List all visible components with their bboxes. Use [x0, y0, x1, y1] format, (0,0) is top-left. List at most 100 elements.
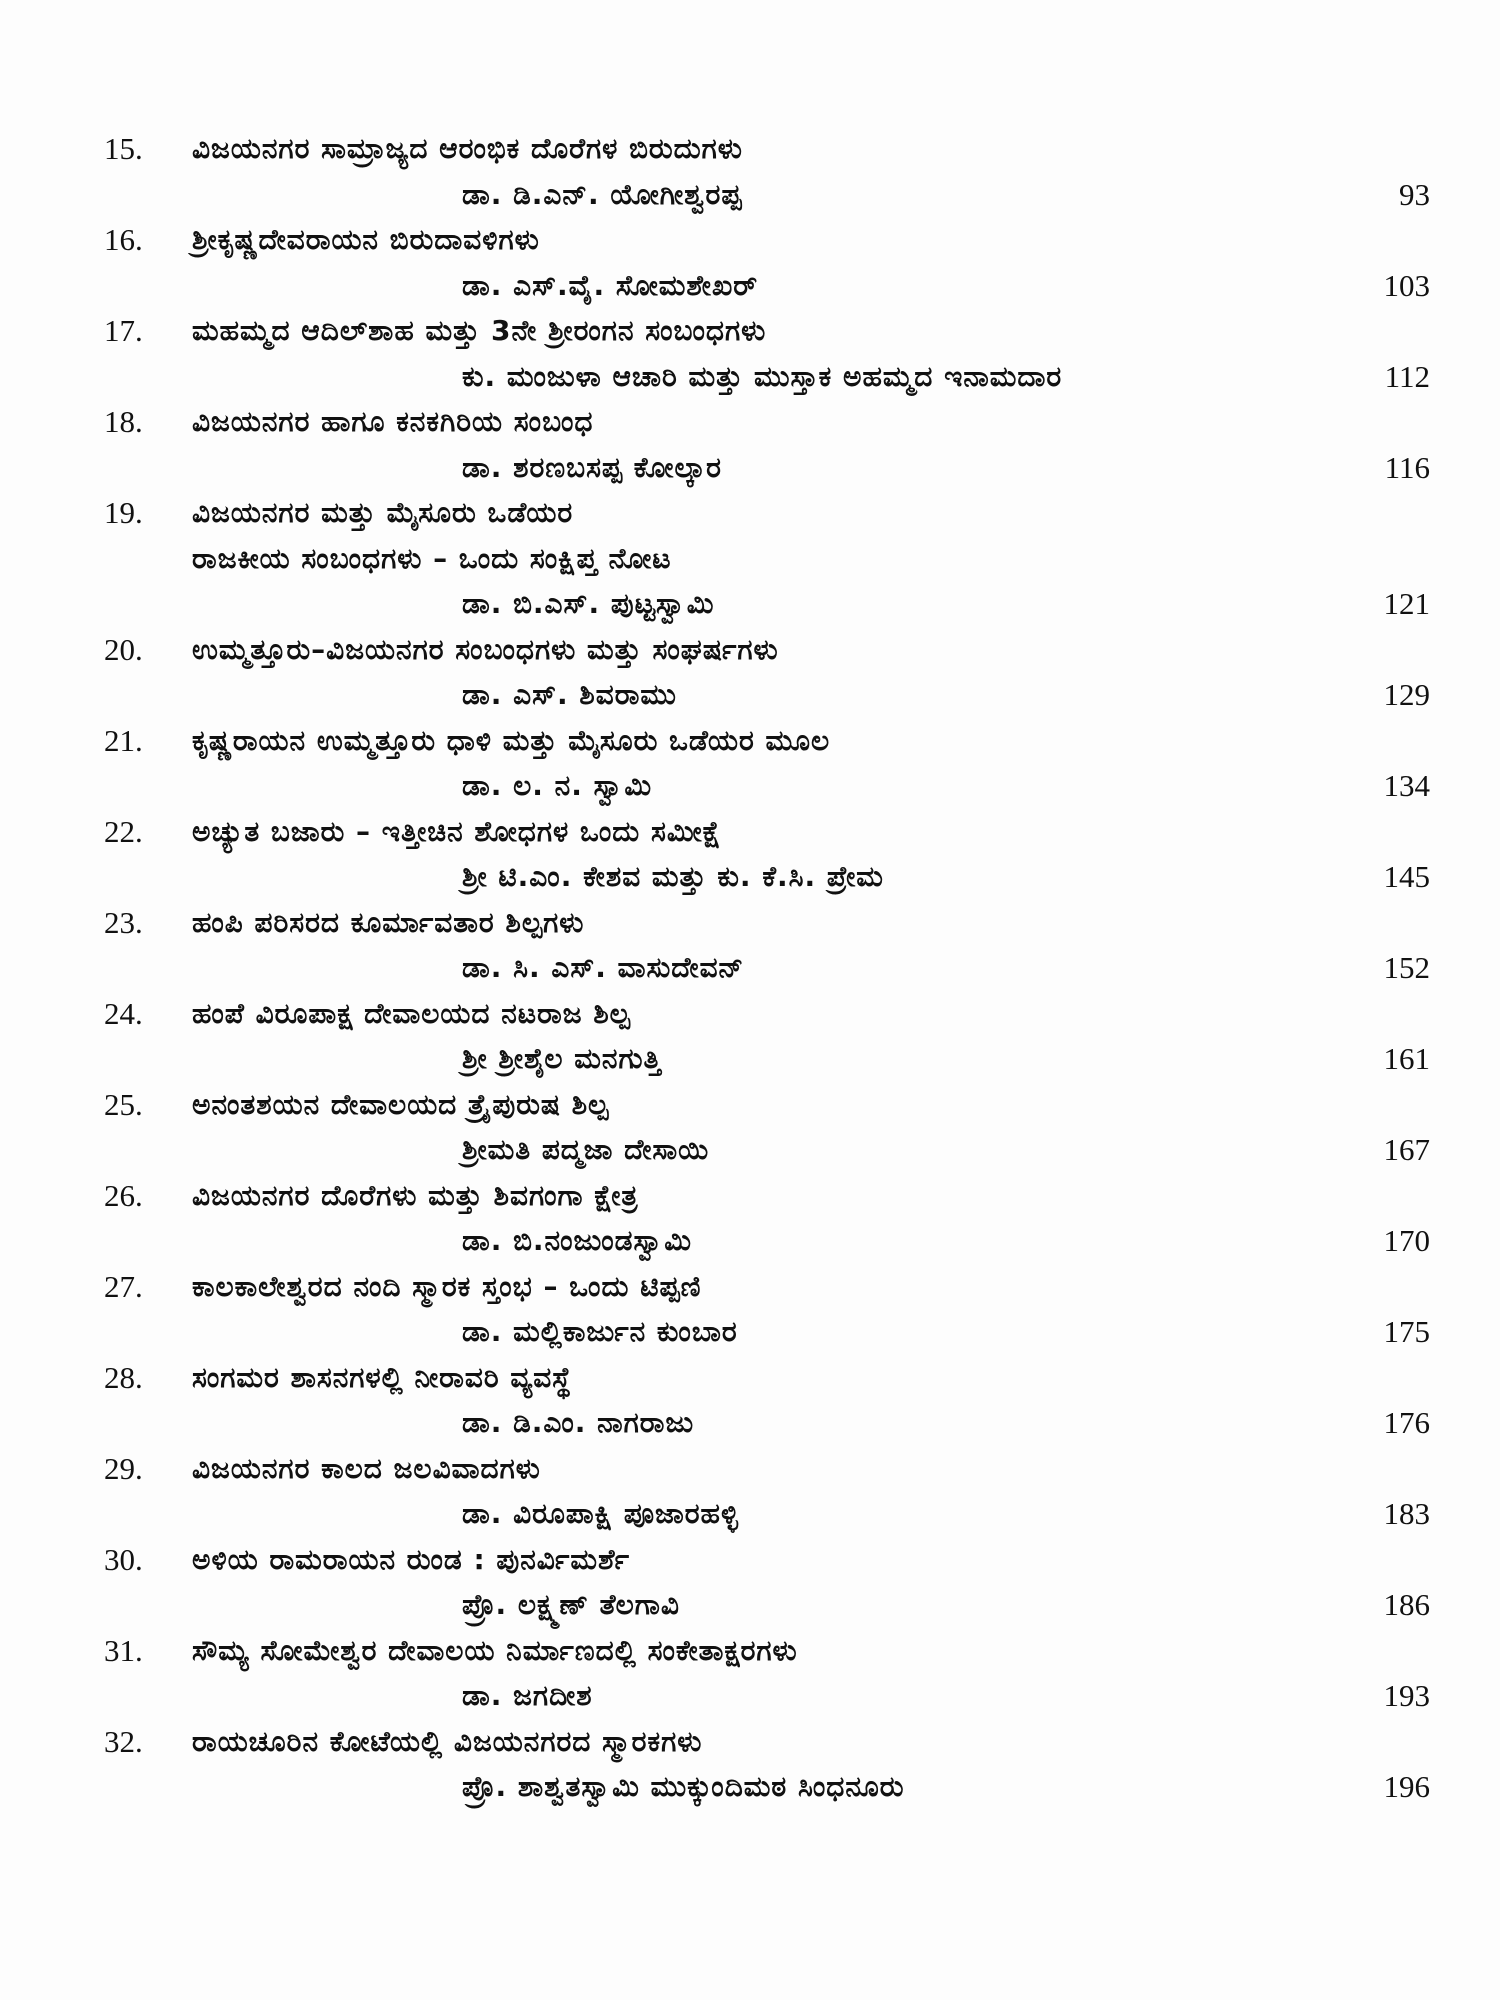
entry-title: ಉಮ್ಮತ್ತೂರು–ವಿಜಯನಗರ ಸಂಬಂಧಗಳು ಮತ್ತು ಸಂಘರ್ಷ…: [192, 632, 779, 666]
entry-author: ಕು. ಮಂಜುಳಾ ಆಚಾರಿ ಮತ್ತು ಮುಸ್ತಾಕ ಅಹಮ್ಮದ ಇನ…: [462, 359, 1063, 393]
entry-title: ವಿಜಯನಗರ ಹಾಗೂ ಕನಕಗಿರಿಯ ಸಂಬಂಧ: [192, 405, 594, 438]
title-line: 21. ಕೃಷ್ಣರಾಯನ ಉಮ್ಮತ್ತೂರು ಧಾಳಿ ಮತ್ತು ಮೈಸೂರ…: [0, 718, 1500, 764]
entry-page-number: 129: [1383, 677, 1431, 712]
toc-entry: 29. ವಿಜಯನಗರ ಕಾಲದ ಜಲವಿವಾದಗಳು ಡಾ. ವಿರೂಪಾಕ್ಷಿ…: [0, 1446, 1500, 1537]
author-line: ಡಾ. ಜಗದೀಶ 193: [0, 1673, 1500, 1719]
title-line: 15. ವಿಜಯನಗರ ಸಾಮ್ರಾಜ್ಯದ ಆರಂಭಿಕ ದೊರೆಗಳ ಬಿರು…: [0, 126, 1500, 172]
entry-number: 29.: [104, 1450, 143, 1486]
author-line: ಡಾ. ಬಿ.ಎಸ್. ಪುಟ್ಟಸ್ವಾಮಿ 121: [0, 581, 1500, 627]
author-line: ಶ್ರೀ ಶ್ರೀಶೈಲ ಮನಗುತ್ತಿ 161: [0, 1036, 1500, 1082]
author-line: ಶ್ರೀಮತಿ ಪದ್ಮಜಾ ದೇಸಾಯಿ 167: [0, 1127, 1500, 1173]
entry-number: 24.: [104, 995, 143, 1031]
entry-author: ಡಾ. ಜಗದೀಶ: [462, 1679, 593, 1712]
title-line: 17. ಮಹಮ್ಮದ ಆದಿಲ್‌ಶಾಹ ಮತ್ತು 3ನೇ ಶ್ರೀರಂಗನ ಸ…: [0, 308, 1500, 354]
entry-number: 17.: [104, 313, 143, 348]
entry-page-number: 193: [1383, 1678, 1431, 1713]
entry-title: ಅಚ್ಯುತ ಬಜಾರು – ಇತ್ತೀಚಿನ ಶೋಧಗಳ ಒಂದು ಸಮೀಕ್…: [192, 814, 722, 848]
entry-title: ರಾಜಕೀಯ ಸಂಬಂಧಗಳು – ಒಂದು ಸಂಕ್ಷಿಪ್ತ ನೋಟ: [192, 541, 672, 575]
entry-title: ಸೌಮ್ಯ ಸೋಮೇಶ್ವರ ದೇವಾಲಯ ನಿರ್ಮಾಣದಲ್ಲಿ ಸಂಕೇತ…: [192, 1633, 798, 1667]
author-line: ಪ್ರೊ. ಲಕ್ಷ್ಮಣ್ ತೆಲಗಾವಿ 186: [0, 1582, 1500, 1628]
entry-page-number: 121: [1383, 586, 1431, 621]
title-line: 22. ಅಚ್ಯುತ ಬಜಾರು – ಇತ್ತೀಚಿನ ಶೋಧಗಳ ಒಂದು ಸಮ…: [0, 809, 1500, 855]
toc-entry: 16. ಶ್ರೀಕೃಷ್ಣದೇವರಾಯನ ಬಿರುದಾವಳಿಗಳು ಡಾ. ಎಸ್.…: [0, 217, 1500, 308]
entry-page-number: 176: [1383, 1405, 1431, 1440]
entry-number: 18.: [104, 404, 143, 439]
toc-entry: 26. ವಿಜಯನಗರ ದೊರೆಗಳು ಮತ್ತು ಶಿವಗಂಗಾ ಕ್ಷೇತ್ರ…: [0, 1173, 1500, 1264]
entry-page-number: 152: [1383, 950, 1431, 985]
entry-title: ಹಂಪಿ ಪರಿಸರದ ಕೂರ್ಮಾವತಾರ ಶಿಲ್ಪಗಳು: [192, 905, 585, 939]
entry-page-number: 112: [1384, 358, 1430, 394]
title-line: 27. ಕಾಲಕಾಲೇಶ್ವರದ ನಂದಿ ಸ್ಮಾರಕ ಸ್ತಂಭ – ಒಂದು…: [0, 1264, 1500, 1310]
entry-number: 32.: [104, 1723, 143, 1759]
title-line: 24. ಹಂಪೆ ವಿರೂಪಾಕ್ಷ ದೇವಾಲಯದ ನಟರಾಜ ಶಿಲ್ಪ: [0, 991, 1500, 1037]
entry-author: ಡಾ. ಶರಣಬಸಪ್ಪ ಕೋಲ್ಕಾರ: [462, 450, 722, 484]
title-line: 31. ಸೌಮ್ಯ ಸೋಮೇಶ್ವರ ದೇವಾಲಯ ನಿರ್ಮಾಣದಲ್ಲಿ ಸಂ…: [0, 1628, 1500, 1674]
toc-entry: 18. ವಿಜಯನಗರ ಹಾಗೂ ಕನಕಗಿರಿಯ ಸಂಬಂಧ ಡಾ. ಶರಣಬಸಪ…: [0, 399, 1500, 490]
entry-title: ವಿಜಯನಗರ ದೊರೆಗಳು ಮತ್ತು ಶಿವಗಂಗಾ ಕ್ಷೇತ್ರ: [192, 1178, 639, 1212]
title-line: 19. ವಿಜಯನಗರ ಮತ್ತು ಮೈಸೂರು ಒಡೆಯರ: [0, 490, 1500, 536]
toc-entry: 15. ವಿಜಯನಗರ ಸಾಮ್ರಾಜ್ಯದ ಆರಂಭಿಕ ದೊರೆಗಳ ಬಿರು…: [0, 126, 1500, 217]
author-line: ಡಾ. ಲ. ನ. ಸ್ವಾಮಿ 134: [0, 763, 1500, 809]
entry-number: 15.: [104, 131, 143, 166]
entry-author: ಡಾ. ಡಿ.ಎಂ. ನಾಗರಾಜು: [462, 1406, 695, 1439]
entry-number: 16.: [104, 222, 143, 257]
entry-page-number: 183: [1383, 1496, 1431, 1531]
entry-page-number: 93: [1399, 176, 1430, 212]
entry-number: 30.: [104, 1541, 143, 1577]
toc-entry: 17. ಮಹಮ್ಮದ ಆದಿಲ್‌ಶಾಹ ಮತ್ತು 3ನೇ ಶ್ರೀರಂಗನ ಸ…: [0, 308, 1500, 399]
toc-entry: 30. ಅಳಿಯ ರಾಮರಾಯನ ರುಂಡ : ಪುನರ್ವಿಮರ್ಶೆ ಪ್ರೊ.…: [0, 1537, 1500, 1628]
entry-page-number: 175: [1383, 1314, 1431, 1349]
entry-number: 27.: [104, 1268, 143, 1304]
entry-author: ಡಾ. ಬಿ.ಎಸ್. ಪುಟ್ಟಸ್ವಾಮಿ: [462, 587, 715, 620]
entry-author: ಡಾ. ವಿರೂಪಾಕ್ಷಿ ಪೂಜಾರಹಳ್ಳಿ: [462, 1497, 739, 1530]
entry-title: ಶ್ರೀಕೃಷ್ಣದೇವರಾಯನ ಬಿರುದಾವಳಿಗಳು: [192, 223, 540, 256]
entry-author: ಶ್ರೀಮತಿ ಪದ್ಮಜಾ ದೇಸಾಯಿ: [462, 1133, 710, 1166]
author-line: ಡಾ. ವಿರೂಪಾಕ್ಷಿ ಪೂಜಾರಹಳ್ಳಿ 183: [0, 1491, 1500, 1537]
toc-entry: 32. ರಾಯಚೂರಿನ ಕೋಟೆಯಲ್ಲಿ ವಿಜಯನಗರದ ಸ್ಮಾರಕಗಳು…: [0, 1719, 1500, 1810]
title-line: 16. ಶ್ರೀಕೃಷ್ಣದೇವರಾಯನ ಬಿರುದಾವಳಿಗಳು: [0, 217, 1500, 263]
entry-page-number: 170: [1383, 1223, 1431, 1258]
title-line: 20. ಉಮ್ಮತ್ತೂರು–ವಿಜಯನಗರ ಸಂಬಂಧಗಳು ಮತ್ತು ಸಂಘ…: [0, 627, 1500, 673]
author-line: ಪ್ರೊ. ಶಾಶ್ವತಸ್ವಾಮಿ ಮುಕ್ಕುಂದಿಮಠ ಸಿಂಧನೂರು 1…: [0, 1764, 1500, 1810]
entry-title: ರಾಯಚೂರಿನ ಕೋಟೆಯಲ್ಲಿ ವಿಜಯನಗರದ ಸ್ಮಾರಕಗಳು: [192, 1724, 703, 1758]
author-line: ಡಾ. ಡಿ.ಎಂ. ನಾಗರಾಜು 176: [0, 1400, 1500, 1446]
title-line: 26. ವಿಜಯನಗರ ದೊರೆಗಳು ಮತ್ತು ಶಿವಗಂಗಾ ಕ್ಷೇತ್ರ: [0, 1173, 1500, 1219]
entry-page-number: 196: [1383, 1769, 1431, 1804]
entry-number: 20.: [104, 631, 143, 667]
entry-title: ಹಂಪೆ ವಿರೂಪಾಕ್ಷ ದೇವಾಲಯದ ನಟರಾಜ ಶಿಲ್ಪ: [192, 996, 631, 1030]
author-line: ಡಾ. ಶರಣಬಸಪ್ಪ ಕೋಲ್ಕಾರ 116: [0, 445, 1500, 491]
toc-entry: 25. ಅನಂತಶಯನ ದೇವಾಲಯದ ತ್ರೈಪುರುಷ ಶಿಲ್ಪ ಶ್ರೀಮತ…: [0, 1082, 1500, 1173]
title-line: 32. ರಾಯಚೂರಿನ ಕೋಟೆಯಲ್ಲಿ ವಿಜಯನಗರದ ಸ್ಮಾರಕಗಳು: [0, 1719, 1500, 1765]
toc-entry: 20. ಉಮ್ಮತ್ತೂರು–ವಿಜಯನಗರ ಸಂಬಂಧಗಳು ಮತ್ತು ಸಂಘ…: [0, 627, 1500, 718]
entry-author: ಡಾ. ಮಲ್ಲಿಕಾರ್ಜುನ ಕುಂಬಾರ: [462, 1315, 738, 1348]
toc-entry: 31. ಸೌಮ್ಯ ಸೋಮೇಶ್ವರ ದೇವಾಲಯ ನಿರ್ಮಾಣದಲ್ಲಿ ಸಂ…: [0, 1628, 1500, 1719]
title-line: 18. ವಿಜಯನಗರ ಹಾಗೂ ಕನಕಗಿರಿಯ ಸಂಬಂಧ: [0, 399, 1500, 445]
author-line: ಡಾ. ಡಿ.ಎನ್. ಯೋಗೀಶ್ವರಪ್ಪ 93: [0, 172, 1500, 218]
entry-author: ಶ್ರೀ ಶ್ರೀಶೈಲ ಮನಗುತ್ತಿ: [462, 1042, 662, 1075]
entry-author: ಡಾ. ಡಿ.ಎನ್. ಯೋಗೀಶ್ವರಪ್ಪ: [462, 177, 743, 211]
title-line: 28. ಸಂಗಮರ ಶಾಸನಗಳಲ್ಲಿ ನೀರಾವರಿ ವ್ಯವಸ್ಥೆ: [0, 1355, 1500, 1401]
entry-number: 23.: [104, 904, 143, 940]
toc-entry: 19. ವಿಜಯನಗರ ಮತ್ತು ಮೈಸೂರು ಒಡೆಯರ ರಾಜಕೀಯ ಸಂಬಂ…: [0, 490, 1500, 627]
entry-page-number: 186: [1383, 1587, 1431, 1622]
entry-title: ಮಹಮ್ಮದ ಆದಿಲ್‌ಶಾಹ ಮತ್ತು 3ನೇ ಶ್ರೀರಂಗನ ಸಂಬಂ…: [192, 314, 767, 347]
entry-title: ಕಾಲಕಾಲೇಶ್ವರದ ನಂದಿ ಸ್ಮಾರಕ ಸ್ತಂಭ – ಒಂದು ಟಿ…: [192, 1269, 702, 1303]
entry-author: ಪ್ರೊ. ಲಕ್ಷ್ಮಣ್ ತೆಲಗಾವಿ: [462, 1588, 680, 1621]
entry-title: ವಿಜಯನಗರ ಸಾಮ್ರಾಜ್ಯದ ಆರಂಭಿಕ ದೊರೆಗಳ ಬಿರುದುಗ…: [192, 132, 743, 165]
entry-page-number: 116: [1384, 449, 1430, 485]
entry-author: ಡಾ. ಎಸ್.ವೈ. ಸೋಮಶೇಖರ್: [462, 268, 759, 302]
toc-entry: 22. ಅಚ್ಯುತ ಬಜಾರು – ಇತ್ತೀಚಿನ ಶೋಧಗಳ ಒಂದು ಸಮ…: [0, 809, 1500, 900]
title-line: 30. ಅಳಿಯ ರಾಮರಾಯನ ರುಂಡ : ಪುನರ್ವಿಮರ್ಶೆ: [0, 1537, 1500, 1583]
title-line: 25. ಅನಂತಶಯನ ದೇವಾಲಯದ ತ್ರೈಪುರುಷ ಶಿಲ್ಪ: [0, 1082, 1500, 1128]
toc-entry: 24. ಹಂಪೆ ವಿರೂಪಾಕ್ಷ ದೇವಾಲಯದ ನಟರಾಜ ಶಿಲ್ಪ ಶ್ರ…: [0, 991, 1500, 1082]
entry-title: ಕೃಷ್ಣರಾಯನ ಉಮ್ಮತ್ತೂರು ಧಾಳಿ ಮತ್ತು ಮೈಸೂರು ಒ…: [192, 723, 831, 757]
entry-number: 31.: [104, 1632, 143, 1668]
title-line: ರಾಜಕೀಯ ಸಂಬಂಧಗಳು – ಒಂದು ಸಂಕ್ಷಿಪ್ತ ನೋಟ: [0, 536, 1500, 582]
entry-title: ಸಂಗಮರ ಶಾಸನಗಳಲ್ಲಿ ನೀರಾವರಿ ವ್ಯವಸ್ಥೆ: [192, 1360, 573, 1394]
entry-number: 19.: [104, 495, 143, 530]
author-line: ಡಾ. ಸಿ. ಎಸ್. ವಾಸುದೇವನ್ 152: [0, 945, 1500, 991]
toc-entry: 28. ಸಂಗಮರ ಶಾಸನಗಳಲ್ಲಿ ನೀರಾವರಿ ವ್ಯವಸ್ಥೆ ಡಾ. …: [0, 1355, 1500, 1446]
entry-author: ಡಾ. ಬಿ.ನಂಜುಂಡಸ್ವಾಮಿ: [462, 1224, 693, 1257]
author-line: ಕು. ಮಂಜುಳಾ ಆಚಾರಿ ಮತ್ತು ಮುಸ್ತಾಕ ಅಹಮ್ಮದ ಇನ…: [0, 354, 1500, 400]
entry-number: 21.: [104, 722, 143, 758]
